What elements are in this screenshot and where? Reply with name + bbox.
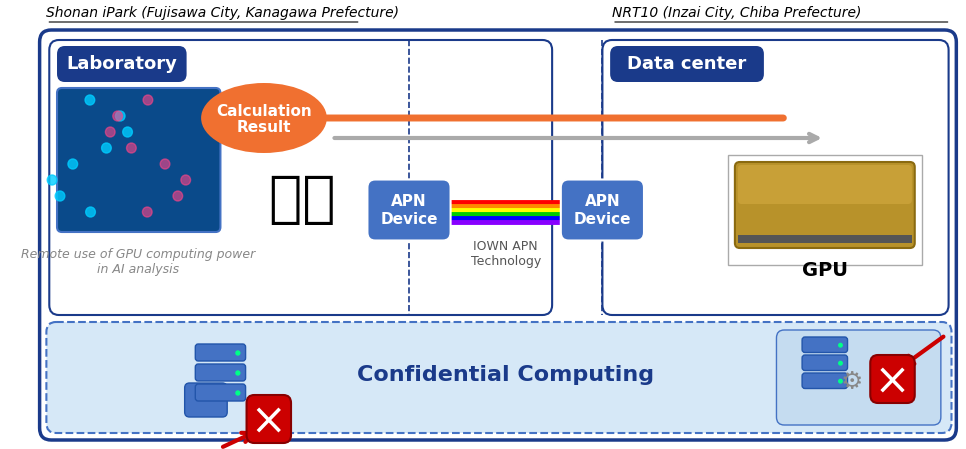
FancyBboxPatch shape: [195, 364, 245, 381]
Text: 👩‍💻: 👩‍💻: [270, 173, 336, 227]
FancyBboxPatch shape: [802, 373, 847, 388]
FancyBboxPatch shape: [611, 46, 764, 82]
Circle shape: [236, 391, 240, 395]
Circle shape: [68, 159, 77, 169]
FancyBboxPatch shape: [561, 180, 644, 241]
FancyBboxPatch shape: [870, 355, 915, 403]
FancyBboxPatch shape: [367, 180, 450, 241]
Text: GPU: GPU: [802, 260, 848, 279]
Circle shape: [838, 379, 842, 383]
Circle shape: [123, 127, 132, 137]
FancyBboxPatch shape: [738, 165, 912, 204]
Circle shape: [113, 111, 123, 121]
Circle shape: [127, 143, 136, 153]
FancyBboxPatch shape: [777, 330, 941, 425]
FancyBboxPatch shape: [802, 355, 847, 370]
Circle shape: [55, 191, 65, 201]
Text: IOWN APN
Technology: IOWN APN Technology: [470, 240, 541, 268]
FancyBboxPatch shape: [57, 88, 220, 232]
Ellipse shape: [201, 83, 327, 153]
FancyBboxPatch shape: [195, 384, 245, 401]
FancyBboxPatch shape: [40, 30, 956, 440]
FancyBboxPatch shape: [728, 155, 922, 265]
Circle shape: [47, 175, 57, 185]
Text: APN: APN: [391, 194, 427, 210]
FancyBboxPatch shape: [185, 383, 227, 417]
Text: Data center: Data center: [627, 55, 746, 73]
Text: Shonan iPark (Fujisawa City, Kanagawa Prefecture): Shonan iPark (Fujisawa City, Kanagawa Pr…: [46, 6, 399, 20]
Circle shape: [85, 95, 95, 105]
Circle shape: [115, 111, 125, 121]
Circle shape: [838, 343, 842, 347]
Circle shape: [173, 191, 183, 201]
Text: NRT10 (Inzai City, Chiba Prefecture): NRT10 (Inzai City, Chiba Prefecture): [612, 6, 862, 20]
FancyBboxPatch shape: [802, 337, 847, 352]
FancyBboxPatch shape: [738, 235, 912, 243]
Text: APN: APN: [584, 194, 620, 210]
Circle shape: [143, 95, 153, 105]
Circle shape: [86, 207, 96, 217]
Circle shape: [142, 207, 152, 217]
Circle shape: [236, 371, 240, 375]
FancyBboxPatch shape: [246, 395, 291, 443]
Text: Calculation: Calculation: [216, 105, 312, 119]
Text: Laboratory: Laboratory: [67, 55, 177, 73]
Circle shape: [160, 159, 170, 169]
Text: Device: Device: [574, 212, 631, 228]
Text: Device: Device: [381, 212, 438, 228]
Text: Confidential Computing: Confidential Computing: [357, 365, 654, 385]
Circle shape: [838, 361, 842, 365]
Circle shape: [181, 175, 190, 185]
FancyBboxPatch shape: [46, 322, 952, 433]
Circle shape: [101, 143, 111, 153]
Text: ⚙: ⚙: [840, 370, 863, 394]
Text: Remote use of GPU computing power
in AI analysis: Remote use of GPU computing power in AI …: [21, 248, 255, 276]
Text: Result: Result: [237, 120, 291, 136]
FancyBboxPatch shape: [57, 46, 186, 82]
Circle shape: [105, 127, 115, 137]
Circle shape: [236, 351, 240, 355]
FancyBboxPatch shape: [195, 344, 245, 361]
FancyBboxPatch shape: [735, 162, 915, 248]
